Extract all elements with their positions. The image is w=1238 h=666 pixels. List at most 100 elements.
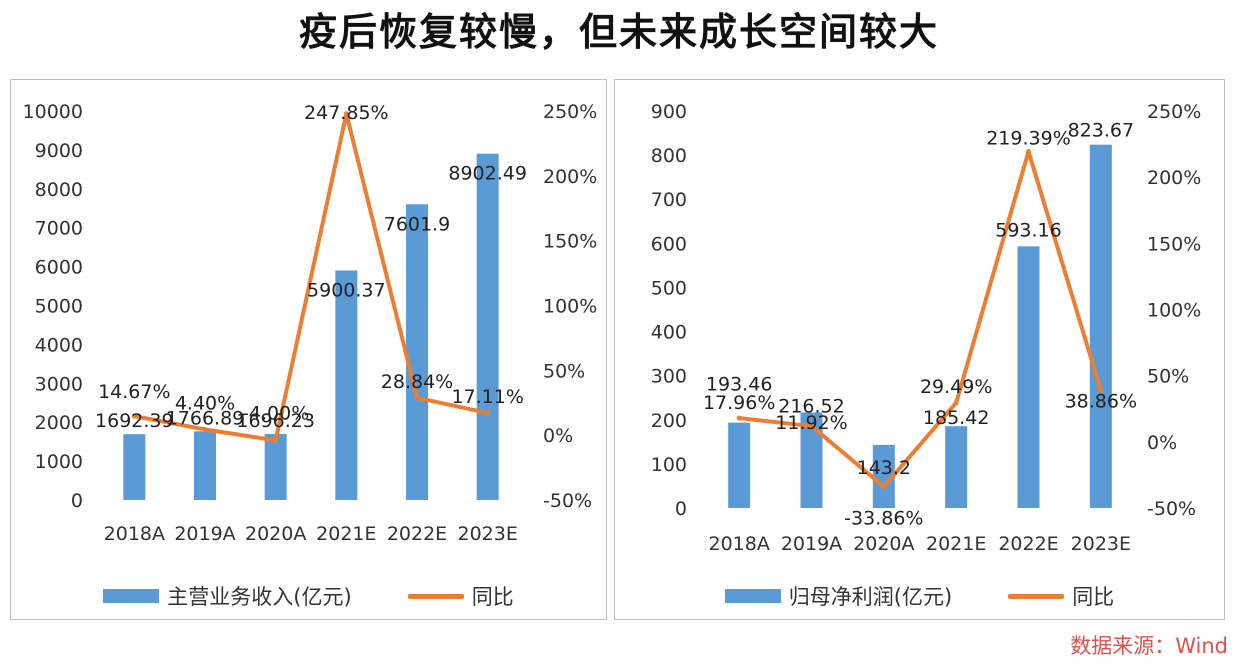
- growth-point: [953, 400, 959, 406]
- right-axis-tick: 150%: [1147, 233, 1201, 255]
- line-data-label: 14.67%: [98, 381, 170, 403]
- growth-point: [273, 437, 279, 443]
- growth-point: [1026, 149, 1031, 155]
- source-note: 数据来源：Wind: [1070, 634, 1228, 658]
- line-data-label: -33.86%: [844, 508, 923, 530]
- legend-item-bars: 主营业务收入(亿元): [103, 581, 352, 611]
- right-axis-tick: 150%: [543, 231, 597, 253]
- right-axis-tick: 250%: [543, 101, 597, 123]
- right-axis-tick: -50%: [1147, 498, 1196, 520]
- left-axis-tick: 700: [651, 189, 687, 211]
- left-axis-tick: 6000: [35, 257, 83, 279]
- bar-mark: [1089, 144, 1112, 508]
- bar-mark: [264, 434, 287, 500]
- right-axis-tick: 50%: [543, 360, 585, 382]
- category-label: 2018A: [104, 523, 165, 545]
- category-label: 2023E: [457, 523, 517, 545]
- left-axis-tick: 2000: [35, 412, 83, 434]
- left-axis-tick: 0: [71, 490, 83, 512]
- bar-data-label: 1766.89: [166, 407, 245, 429]
- left-axis-tick: 10000: [23, 101, 83, 123]
- category-label: 2023E: [1071, 533, 1131, 555]
- left-axis-tick: 100: [651, 454, 687, 476]
- growth-point: [343, 111, 349, 117]
- legend-swatch-bar: [103, 589, 160, 603]
- net-profit-chart: 0 100 200 300 400 500 600 700 800 900 -50% 0% 50% 100…: [651, 101, 1202, 555]
- left-axis-tick: 8000: [35, 179, 83, 201]
- bar-data-label: 823.67: [1068, 120, 1134, 142]
- right-axis-tick: 0%: [1147, 432, 1177, 454]
- bar-data-label: 8902.49: [448, 163, 527, 185]
- bar-data-label: 7601.9: [384, 213, 450, 235]
- right-axis-tick: -50%: [543, 490, 592, 512]
- growth-point: [485, 410, 491, 416]
- category-label: 2020A: [853, 533, 914, 555]
- line-data-label: 28.84%: [381, 371, 453, 393]
- category-label: 2021E: [316, 523, 376, 545]
- bar-mark: [335, 270, 358, 500]
- line-data-label: 29.49%: [920, 376, 992, 398]
- left-axis-tick: 9000: [35, 140, 83, 162]
- bar-data-label: 5900.37: [307, 279, 386, 301]
- bar-data-label: 185.42: [923, 407, 989, 429]
- line-data-label: 17.11%: [451, 386, 523, 408]
- legend-item-line: 同比: [1008, 581, 1114, 611]
- legend-label-bars: 归母净利润(亿元): [788, 585, 953, 609]
- growth-point: [809, 423, 814, 429]
- right-axis-tick: 0%: [543, 425, 573, 447]
- left-axis-tick: 0: [675, 498, 687, 520]
- left-axis-tick: 1000: [35, 451, 83, 473]
- right-axis-tick: 100%: [1147, 300, 1201, 322]
- left-axis-tick: 3000: [35, 373, 83, 395]
- left-axis-tick: 300: [651, 366, 687, 388]
- category-label: 2018A: [708, 533, 769, 555]
- revenue-chart-panel: 0 1000 2000 3000 4000 5000 6000 7000 8000 9000 100…: [10, 79, 607, 620]
- bar-data-label: 1696.23: [236, 410, 315, 432]
- line-data-label: 38.86%: [1065, 390, 1137, 412]
- left-axis-tick: 500: [651, 277, 687, 299]
- right-axis-tick: 200%: [1147, 167, 1201, 189]
- bar-data-label: 216.52: [778, 395, 844, 417]
- legend-item-line: 同比: [407, 581, 514, 611]
- bar-mark: [123, 434, 146, 500]
- bar-data-label: 143.2: [857, 457, 911, 479]
- growth-point: [1098, 387, 1104, 393]
- category-label: 2021E: [926, 533, 986, 555]
- left-axis-tick: 900: [651, 101, 687, 123]
- category-label: 2022E: [998, 533, 1058, 555]
- legend-swatch-line: [1008, 593, 1065, 599]
- line-data-label: -4.00%: [242, 402, 309, 424]
- net-profit-chart-panel: 0 100 200 300 400 500 600 700 800 900 -50% 0% 50% 100…: [614, 79, 1225, 620]
- left-axis-tick: 200: [651, 410, 687, 432]
- legend-label-bars: 主营业务收入(亿元): [167, 585, 352, 609]
- category-label: 2020A: [245, 523, 306, 545]
- right-axis-tick: 250%: [1147, 101, 1201, 123]
- page-title: 疫后恢复较慢，但未来成长空间较大: [298, 10, 939, 54]
- line-data-label: 219.39%: [986, 128, 1071, 150]
- growth-point: [131, 413, 137, 419]
- left-axis-tick: 800: [651, 145, 687, 167]
- growth-line: [133, 111, 489, 443]
- left-axis-tick: 4000: [35, 334, 83, 356]
- category-label: 2019A: [174, 523, 235, 545]
- bar-data-label: 193.46: [706, 374, 772, 396]
- left-axis-tick: 5000: [35, 296, 83, 318]
- line-data-label: 11.92%: [775, 412, 847, 434]
- line-data-label: 247.85%: [304, 102, 389, 124]
- growth-line: [738, 149, 1103, 489]
- legend-swatch-line: [407, 593, 464, 599]
- revenue-chart: 0 1000 2000 3000 4000 5000 6000 7000 8000 9000 100…: [23, 101, 598, 545]
- growth-point: [414, 395, 420, 401]
- growth-point: [881, 484, 887, 490]
- legend-label-line: 同比: [471, 585, 514, 609]
- bar-data-label: 593.16: [995, 219, 1061, 241]
- line-data-label: 4.40%: [175, 392, 235, 414]
- line-data-label: 17.96%: [703, 392, 775, 414]
- bar-mark: [194, 431, 216, 500]
- legend-item-bars: 归母净利润(亿元): [724, 581, 953, 611]
- left-axis-tick: 400: [651, 322, 687, 344]
- right-axis-tick: 50%: [1147, 366, 1189, 388]
- legend-label-line: 同比: [1072, 585, 1115, 609]
- bar-data-label: 1692.39: [95, 410, 174, 432]
- legend-swatch-bar: [724, 589, 781, 603]
